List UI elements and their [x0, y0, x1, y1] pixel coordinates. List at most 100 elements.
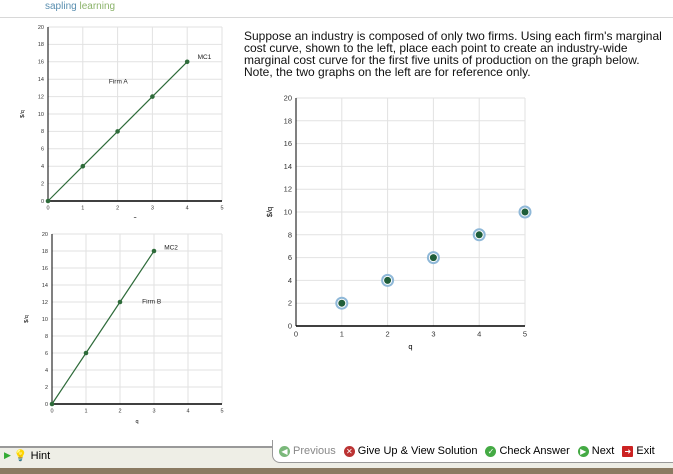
x-tick-label: 2 [386, 330, 390, 339]
y-tick-label: 0 [288, 322, 292, 331]
data-point [83, 350, 89, 356]
give-up-label: Give Up & View Solution [357, 445, 478, 457]
y-tick-label: 16 [42, 266, 48, 272]
exit-label: Exit [636, 445, 655, 457]
x-tick-label: 5 [220, 409, 223, 415]
hint-button[interactable]: ▶ 💡 Hint [4, 449, 51, 463]
data-point [49, 401, 55, 407]
y-tick-label: 14 [284, 162, 292, 171]
y-tick-label: 20 [42, 232, 48, 238]
x-tick-label: 2 [118, 409, 121, 415]
y-tick-label: 0 [45, 402, 48, 408]
x-tick-label: 4 [186, 206, 189, 212]
y-tick-label: 6 [41, 147, 44, 153]
y-tick-label: 8 [45, 334, 48, 340]
y-tick-label: 20 [38, 25, 44, 31]
y-tick-label: 12 [38, 94, 44, 100]
arrow-right-icon: ▶ [577, 445, 589, 457]
x-tick-label: 0 [46, 206, 49, 212]
arrow-left-icon: ◀ [279, 445, 290, 457]
y-tick-label: 4 [288, 276, 292, 285]
y-tick-label: 2 [288, 299, 292, 308]
sapling-learning-logo: sapling learning [45, 1, 116, 12]
question-text: Suppose an industry is composed of only … [244, 29, 662, 79]
x-tick-label: 4 [477, 330, 481, 339]
x-axis-label: q [133, 216, 136, 218]
data-point [151, 248, 157, 254]
y-tick-label: 2 [41, 181, 44, 187]
y-axis-label: $/q [265, 207, 274, 217]
y-tick-label: 12 [42, 300, 48, 306]
data-point [117, 299, 123, 305]
y-tick-label: 2 [45, 385, 48, 391]
check-answer-button[interactable]: ✓ Check Answer [485, 445, 570, 457]
exit-button[interactable]: ➜ Exit [622, 445, 655, 457]
mc-line [51, 250, 155, 405]
y-tick-label: 14 [38, 77, 44, 83]
data-point [45, 198, 51, 204]
y-tick-label: 6 [288, 253, 292, 262]
data-point [150, 94, 155, 99]
previous-button[interactable]: ◀ Previous [279, 445, 336, 457]
y-tick-label: 20 [284, 94, 292, 103]
y-tick-label: 16 [38, 60, 44, 66]
y-tick-label: 0 [41, 199, 44, 205]
y-tick-label: 14 [42, 283, 48, 289]
y-axis-label: $/q [20, 110, 26, 118]
next-button[interactable]: ▶ Next [577, 445, 615, 457]
y-tick-label: 6 [45, 351, 48, 357]
next-label: Next [591, 445, 615, 457]
y-tick-label: 12 [284, 185, 292, 194]
x-tick-label: 4 [186, 409, 189, 415]
x-tick-label: 3 [151, 206, 154, 212]
arrow-icon: ▶ [4, 450, 11, 460]
y-tick-label: 18 [284, 116, 292, 125]
data-point [521, 208, 529, 216]
data-point [384, 276, 392, 284]
exit-icon: ➜ [622, 445, 634, 457]
x-tick-label: 1 [340, 330, 344, 339]
data-point [338, 299, 346, 307]
y-axis-label: $/q [24, 315, 30, 323]
x-tick-label: 2 [116, 206, 119, 212]
x-tick-label: 3 [152, 409, 155, 415]
y-tick-label: 16 [284, 139, 292, 148]
footer-bar: ▶ 💡 Hint ◀ Previous ✕ Give Up & View Solutio… [0, 440, 673, 474]
x-tick-label: 0 [50, 409, 53, 415]
x-tick-label: 1 [81, 206, 84, 212]
data-point [115, 129, 120, 134]
previous-label: Previous [293, 445, 336, 457]
series-label: MC1 [198, 54, 212, 61]
y-tick-label: 10 [42, 317, 48, 323]
x-axis-label: q [408, 342, 412, 351]
data-point [429, 254, 437, 262]
x-tick-label: 0 [294, 330, 298, 339]
x-icon: ✕ [343, 445, 355, 457]
x-tick-label: 5 [220, 206, 223, 212]
chart-title: Firm A [109, 79, 128, 86]
header: sapling learning [0, 0, 673, 18]
x-tick-label: 3 [431, 330, 435, 339]
hint-label: Hint [30, 449, 51, 462]
series-label: MC2 [164, 244, 178, 251]
y-tick-label: 18 [42, 249, 48, 255]
y-tick-label: 10 [284, 208, 292, 217]
check-label: Check Answer [499, 445, 570, 457]
y-tick-label: 10 [38, 112, 44, 118]
data-point [475, 231, 483, 239]
y-tick-label: 4 [41, 164, 44, 170]
chart-title: Firm B [142, 299, 161, 306]
data-point [80, 163, 86, 169]
check-icon: ✓ [485, 445, 497, 457]
y-tick-label: 8 [288, 230, 292, 239]
y-tick-label: 4 [45, 368, 48, 374]
y-tick-label: 18 [38, 42, 44, 48]
give-up-button[interactable]: ✕ Give Up & View Solution [343, 445, 478, 457]
y-tick-label: 8 [41, 129, 44, 135]
x-tick-label: 5 [523, 330, 527, 339]
lightbulb-icon: 💡 [13, 450, 28, 462]
x-axis-label: q [135, 419, 138, 425]
